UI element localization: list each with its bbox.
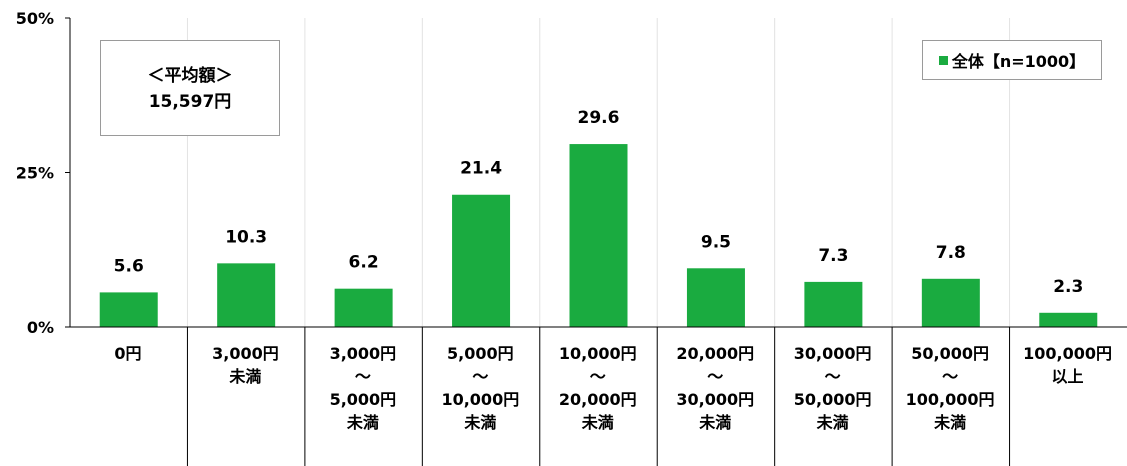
legend-label: 全体【n=1000】 xyxy=(951,52,1086,71)
legend-swatch xyxy=(938,55,948,65)
category-label: 3,000円 未満 xyxy=(212,344,279,386)
average-amount-box: ＜平均額＞ 15,597円 xyxy=(100,40,280,136)
category-label: 30,000円 ～ 50,000円 未満 xyxy=(793,344,872,432)
y-tick-label: 25% xyxy=(16,164,54,183)
bar xyxy=(99,292,158,327)
value-label: 2.3 xyxy=(1053,277,1083,297)
bar xyxy=(1039,312,1098,327)
value-label: 6.2 xyxy=(349,253,379,273)
average-amount-value: 15,597円 xyxy=(148,92,232,112)
category-label: 20,000円 ～ 30,000円 未満 xyxy=(676,344,755,432)
bar xyxy=(334,288,393,327)
value-label: 29.6 xyxy=(578,108,620,128)
y-tick-label: 0% xyxy=(27,318,54,337)
value-label: 21.4 xyxy=(460,159,502,179)
category-label: 100,000円 以上 xyxy=(1023,344,1112,386)
bar xyxy=(921,278,980,327)
value-label: 7.8 xyxy=(936,243,966,263)
category-label: 3,000円 ～ 5,000円 未満 xyxy=(329,344,397,432)
bar xyxy=(569,144,628,327)
y-tick-label: 50% xyxy=(16,9,54,28)
value-label: 9.5 xyxy=(701,232,731,252)
category-label: 50,000円 ～ 100,000円 未満 xyxy=(905,344,995,432)
bar xyxy=(804,281,863,327)
bar xyxy=(217,263,276,327)
category-label: 0円 xyxy=(114,344,142,363)
value-label: 5.6 xyxy=(114,256,144,276)
category-label: 10,000円 ～ 20,000円 未満 xyxy=(558,344,637,432)
value-label: 7.3 xyxy=(818,246,848,266)
category-label: 5,000円 ～ 10,000円 未満 xyxy=(441,344,520,432)
average-amount-title: ＜平均額＞ xyxy=(147,66,233,86)
value-label: 10.3 xyxy=(225,227,267,247)
legend: 全体【n=1000】 xyxy=(922,40,1102,80)
bar xyxy=(686,268,745,327)
bar xyxy=(452,194,511,327)
